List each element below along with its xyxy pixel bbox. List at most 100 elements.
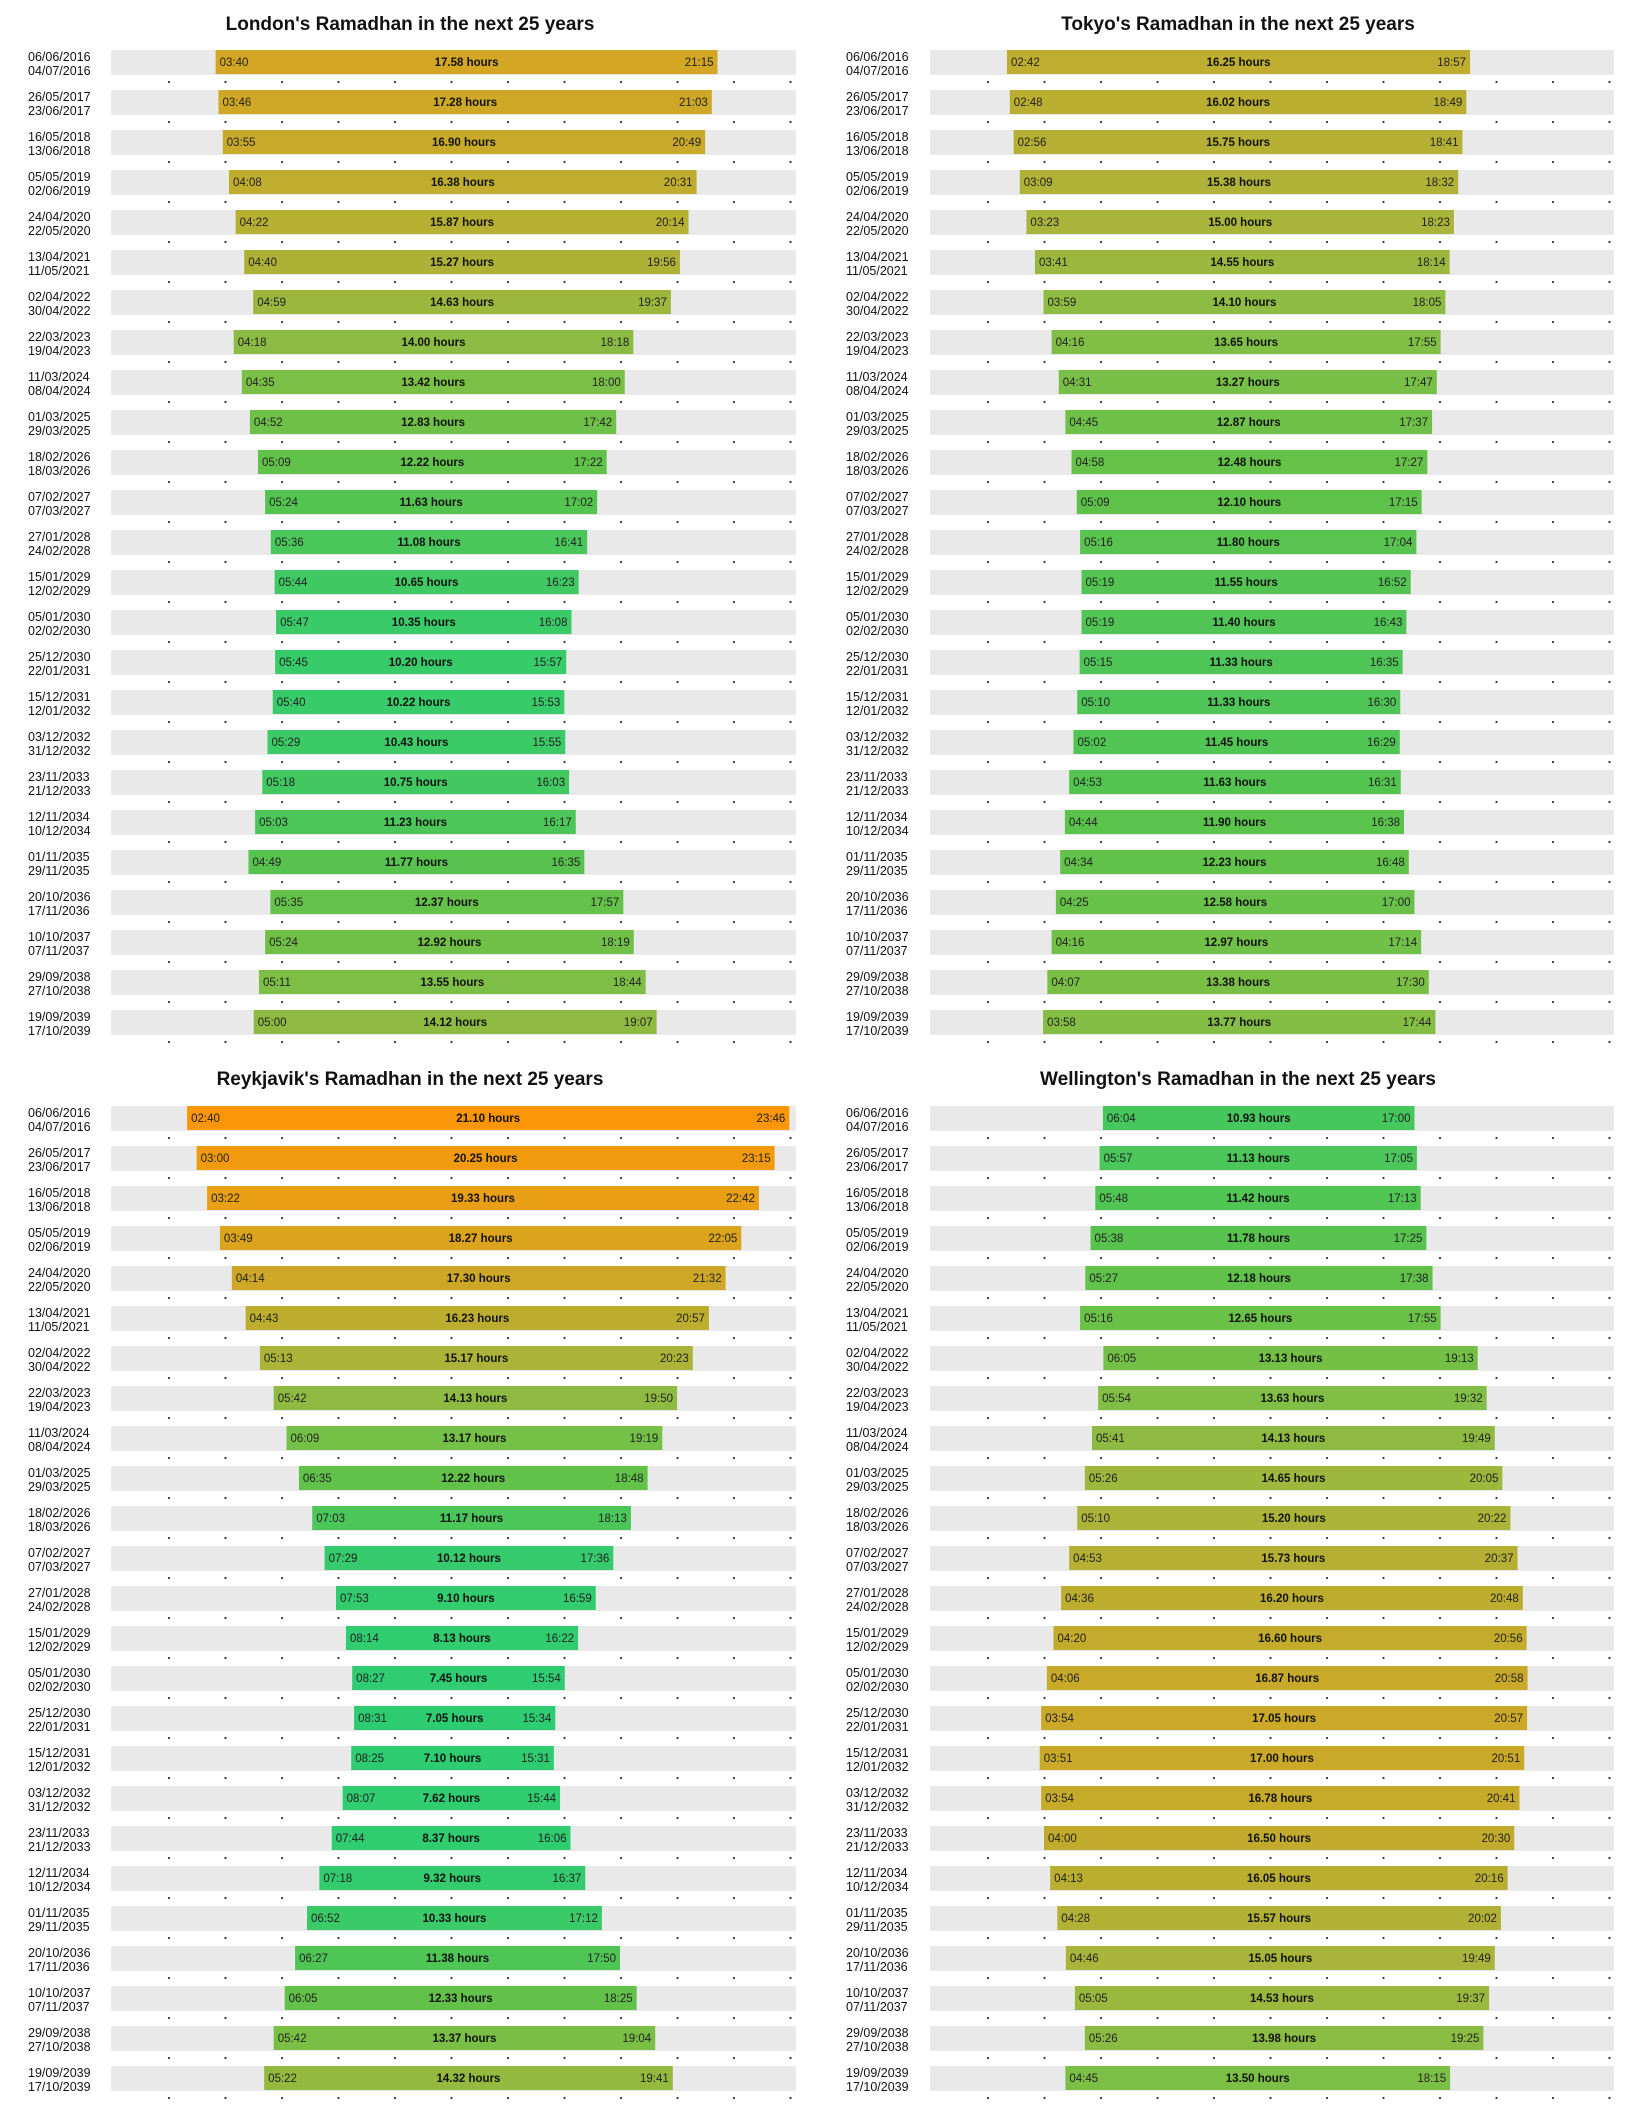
start-date: 07/02/2027 — [28, 490, 91, 504]
axis-tick-dot — [1212, 1296, 1216, 1300]
axis-tick-dot — [1382, 1176, 1385, 1180]
hours-label: 14.10 hours — [1212, 297, 1276, 309]
axis-tick-dot — [167, 1040, 171, 1044]
axis-tick-dot — [1551, 1216, 1555, 1220]
axis-tick-dot — [1438, 680, 1442, 684]
axis-tick-dot — [676, 1416, 679, 1420]
fasting-bar — [228, 170, 697, 194]
fajr-label: 03:59 — [1048, 297, 1077, 309]
axis-tick-dot — [563, 400, 566, 404]
axis-tick-dot — [1325, 560, 1329, 564]
axis-tick-dot — [1325, 520, 1329, 524]
start-date: 18/02/2026 — [846, 450, 909, 464]
fajr-label: 04:13 — [1054, 1873, 1083, 1885]
fasting-bar — [306, 1906, 602, 1930]
axis-tick-dot — [450, 440, 453, 444]
axis-tick-dot — [1551, 920, 1555, 924]
maghrib-label: 16:41 — [554, 537, 583, 549]
axis-tick-dot — [506, 1040, 510, 1044]
axis-tick-dot — [1382, 240, 1385, 244]
start-date: 20/10/2036 — [28, 1946, 91, 1960]
start-date: 03/12/2032 — [846, 1786, 909, 1800]
axis-tick-dot — [1551, 1296, 1555, 1300]
axis-tick-dot — [280, 1976, 284, 1980]
axis-tick-dot — [506, 1216, 510, 1220]
fajr-label: 03:54 — [1045, 1713, 1074, 1725]
axis-tick-dot — [393, 480, 397, 484]
axis-tick-dot — [1608, 680, 1611, 684]
axis-tick-dot — [1495, 2096, 1498, 2100]
end-date: 08/04/2024 — [846, 384, 909, 398]
axis-tick-dot — [1495, 1136, 1498, 1140]
axis-tick-dot — [450, 1376, 453, 1380]
axis-tick-dot — [280, 240, 284, 244]
axis-tick-dot — [1438, 920, 1442, 924]
axis-tick-dot — [167, 1696, 171, 1700]
axis-tick-dot — [563, 1856, 566, 1860]
hours-label: 12.22 hours — [441, 1473, 505, 1485]
axis-tick-dot — [676, 240, 679, 244]
axis-tick-dot — [563, 1216, 566, 1220]
maghrib-label: 20:48 — [1490, 1593, 1519, 1605]
axis-tick-dot — [789, 1336, 792, 1340]
maghrib-label: 18:05 — [1413, 297, 1442, 309]
axis-tick-dot — [676, 200, 679, 204]
start-date: 24/04/2020 — [28, 210, 91, 224]
axis-tick-dot — [1438, 280, 1442, 284]
end-date: 12/01/2032 — [846, 1760, 909, 1774]
maghrib-label: 17:42 — [583, 417, 612, 429]
axis-tick-dot — [676, 880, 679, 884]
axis-tick-dot — [1212, 160, 1216, 164]
axis-tick-dot — [1608, 1536, 1611, 1540]
maghrib-label: 17:00 — [1382, 897, 1411, 909]
start-date: 01/11/2035 — [28, 850, 90, 864]
axis-tick-dot — [1495, 1176, 1498, 1180]
fajr-label: 04:35 — [246, 377, 275, 389]
axis-tick-dot — [1495, 120, 1498, 124]
axis-tick-dot — [619, 280, 623, 284]
fasting-bar — [1051, 330, 1441, 354]
axis-tick-dot — [224, 1616, 227, 1620]
axis-tick-dot — [1382, 640, 1385, 644]
axis-tick-dot — [393, 320, 397, 324]
axis-tick-dot — [280, 520, 284, 524]
axis-tick-dot — [393, 1576, 397, 1580]
axis-tick-dot — [450, 560, 453, 564]
fajr-label: 05:05 — [1079, 1993, 1108, 2005]
end-date: 29/03/2025 — [28, 1480, 91, 1494]
axis-tick-dot — [337, 280, 340, 284]
fajr-label: 07:53 — [340, 1593, 369, 1605]
start-date: 10/10/2037 — [846, 930, 909, 944]
axis-tick-dot — [1212, 1896, 1216, 1900]
start-date: 25/12/2030 — [846, 1706, 909, 1720]
end-date: 10/12/2034 — [28, 824, 91, 838]
end-date: 02/06/2019 — [846, 184, 909, 198]
axis-tick-dot — [1325, 360, 1329, 364]
axis-tick-dot — [986, 1176, 990, 1180]
axis-tick-dot — [450, 840, 453, 844]
axis-tick-dot — [1156, 1040, 1159, 1044]
axis-tick-dot — [167, 1656, 171, 1660]
axis-tick-dot — [1043, 1856, 1046, 1860]
axis-tick-dot — [1099, 1376, 1103, 1380]
axis-tick-dot — [789, 560, 792, 564]
axis-tick-dot — [167, 840, 171, 844]
start-date: 25/12/2030 — [28, 1706, 91, 1720]
axis-tick-dot — [393, 840, 397, 844]
axis-tick-dot — [563, 1536, 566, 1540]
axis-tick-dot — [619, 480, 623, 484]
axis-tick-dot — [789, 1000, 792, 1004]
end-date: 22/05/2020 — [28, 224, 91, 238]
axis-tick-dot — [167, 1816, 171, 1820]
axis-tick-dot — [1438, 160, 1442, 164]
axis-tick-dot — [506, 600, 510, 604]
maghrib-label: 18:14 — [1417, 257, 1446, 269]
axis-tick-dot — [280, 1176, 284, 1180]
axis-tick-dot — [789, 400, 792, 404]
start-date: 18/02/2026 — [28, 450, 91, 464]
